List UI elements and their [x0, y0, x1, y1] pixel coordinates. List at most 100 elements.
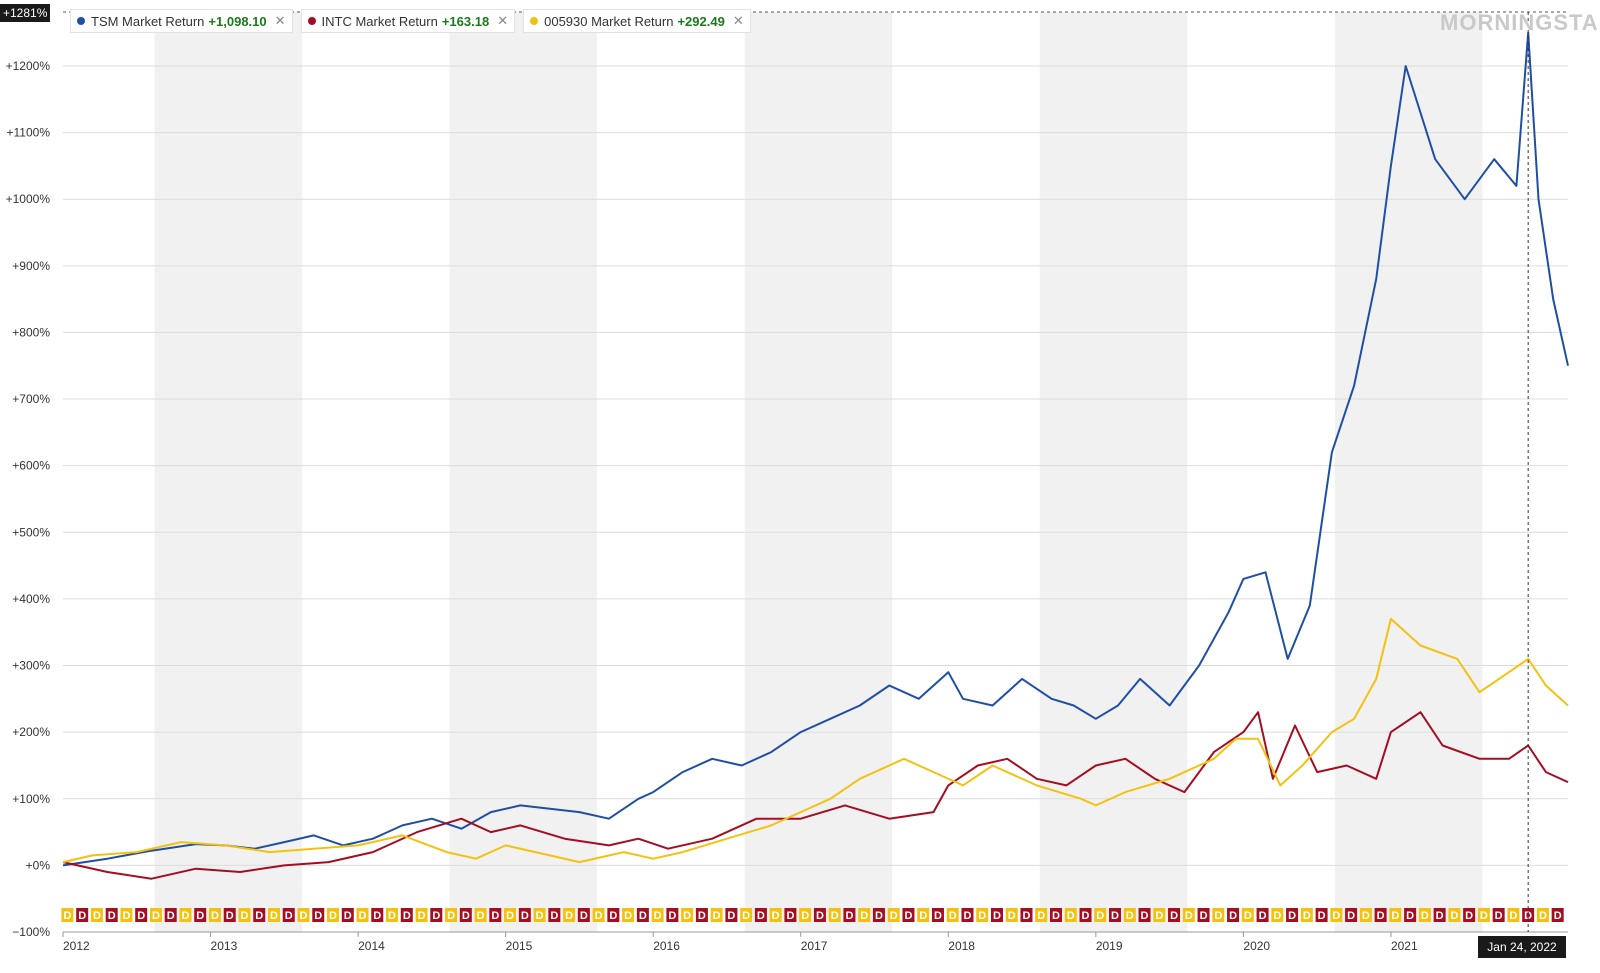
dividend-marker: [1123, 908, 1136, 922]
year-band: [154, 12, 303, 932]
dividend-marker: [1551, 908, 1564, 922]
y-crosshair-readout: +1281%: [0, 4, 51, 22]
x-tick-label: 2018: [948, 939, 975, 953]
dividend-marker: [946, 908, 959, 922]
close-icon[interactable]: ✕: [732, 13, 744, 28]
dividend-marker-label: D: [63, 910, 71, 922]
close-icon[interactable]: ✕: [274, 13, 286, 28]
legend-label: TSM Market Return: [91, 13, 205, 29]
dividend-marker-label: D: [300, 910, 308, 922]
dividend-marker: [828, 908, 841, 922]
dividend-marker-label: D: [1332, 910, 1340, 922]
dividend-marker-label: D: [270, 910, 278, 922]
dividend-marker-label: D: [388, 910, 396, 922]
legend-item-intc[interactable]: INTC Market Return +163.18 ✕: [300, 9, 516, 33]
dividend-marker: [902, 908, 915, 922]
dividend-marker-label: D: [1170, 910, 1178, 922]
dividend-marker: [208, 908, 221, 922]
dividend-marker-label: D: [226, 910, 234, 922]
dividend-marker-label: D: [727, 910, 735, 922]
series-dot-icon: [307, 17, 316, 25]
dividend-marker: [1182, 908, 1195, 922]
dividend-marker-label: D: [196, 910, 204, 922]
dividend-marker: [961, 908, 974, 922]
close-icon[interactable]: ✕: [497, 13, 509, 28]
dividend-marker-label: D: [1465, 910, 1473, 922]
dividend-marker: [1197, 908, 1210, 922]
dividend-marker: [1241, 908, 1254, 922]
x-tick-label: 2015: [506, 939, 533, 953]
dividend-marker-label: D: [1495, 910, 1503, 922]
dividend-marker: [356, 908, 369, 922]
dividend-marker-label: D: [1229, 910, 1237, 922]
dividend-marker: [459, 908, 472, 922]
dividend-marker-label: D: [359, 910, 367, 922]
dividend-marker: [61, 908, 74, 922]
dividend-marker-label: D: [993, 910, 1001, 922]
dividend-marker-label: D: [93, 910, 101, 922]
y-tick-label: −100%: [12, 925, 50, 939]
dividend-marker: [1050, 908, 1063, 922]
dividend-marker: [1433, 908, 1446, 922]
dividend-marker: [474, 908, 487, 922]
dividend-marker: [990, 908, 1003, 922]
dividend-marker-label: D: [801, 910, 809, 922]
dividend-marker: [917, 908, 930, 922]
dividend-marker-label: D: [1185, 910, 1193, 922]
dividend-marker-label: D: [122, 910, 130, 922]
dividend-marker-label: D: [329, 910, 337, 922]
dividend-marker: [666, 908, 679, 922]
dividend-marker: [105, 908, 118, 922]
x-tick-label: 2017: [801, 939, 828, 953]
dividend-marker: [135, 908, 148, 922]
dividend-marker: [1522, 908, 1535, 922]
x-crosshair-readout: Jan 24, 2022: [1478, 936, 1566, 958]
dividend-marker: [1212, 908, 1225, 922]
series-line-0: [62, 31, 1569, 867]
dividend-marker-label: D: [285, 910, 293, 922]
dividend-marker: [312, 908, 325, 922]
dividend-marker: [445, 908, 458, 922]
dividend-marker-label: D: [477, 910, 485, 922]
dividend-marker-label: D: [432, 910, 440, 922]
dividend-marker-label: D: [1362, 910, 1370, 922]
dividend-marker: [1005, 908, 1018, 922]
dividend-marker-label: D: [1067, 910, 1075, 922]
dividend-marker-label: D: [211, 910, 219, 922]
x-tick-label: 2020: [1243, 939, 1270, 953]
dividend-marker-label: D: [1259, 910, 1267, 922]
year-band: [1334, 12, 1483, 932]
legend-item-tsm[interactable]: TSM Market Return +1,098.10 ✕: [70, 9, 293, 33]
dividend-marker-label: D: [580, 910, 588, 922]
dividend-marker: [1020, 908, 1033, 922]
dividend-marker-label: D: [742, 910, 750, 922]
dividend-marker-label: D: [1096, 910, 1104, 922]
dividend-marker: [1448, 908, 1461, 922]
dividend-marker-label: D: [181, 910, 189, 922]
dividend-marker: [1079, 908, 1092, 922]
dividend-marker: [754, 908, 767, 922]
dividend-marker: [1345, 908, 1358, 922]
y-tick-label: +0%: [26, 858, 51, 872]
dividend-marker-label: D: [418, 910, 426, 922]
dividend-marker: [1300, 908, 1313, 922]
legend-item-005930[interactable]: 005930 Market Return +292.49 ✕: [523, 9, 751, 33]
dividend-marker: [504, 908, 517, 922]
legend-value: +163.18: [441, 13, 490, 29]
dividend-marker-label: D: [904, 910, 912, 922]
dividend-marker: [120, 908, 133, 922]
dividend-marker-label: D: [1554, 910, 1562, 922]
dividend-marker: [400, 908, 413, 922]
dividend-marker: [164, 908, 177, 922]
dividend-marker: [415, 908, 428, 922]
y-tick-label: +1200%: [6, 59, 51, 73]
dividend-marker: [341, 908, 354, 922]
dividend-marker-label: D: [1318, 910, 1326, 922]
legend: TSM Market Return +1,098.10 ✕ INTC Marke…: [70, 9, 751, 33]
dividend-marker-label: D: [757, 910, 765, 922]
dividend-marker-label: D: [565, 910, 573, 922]
dividend-marker: [1389, 908, 1402, 922]
dividend-marker: [327, 908, 340, 922]
dividend-marker: [813, 908, 826, 922]
